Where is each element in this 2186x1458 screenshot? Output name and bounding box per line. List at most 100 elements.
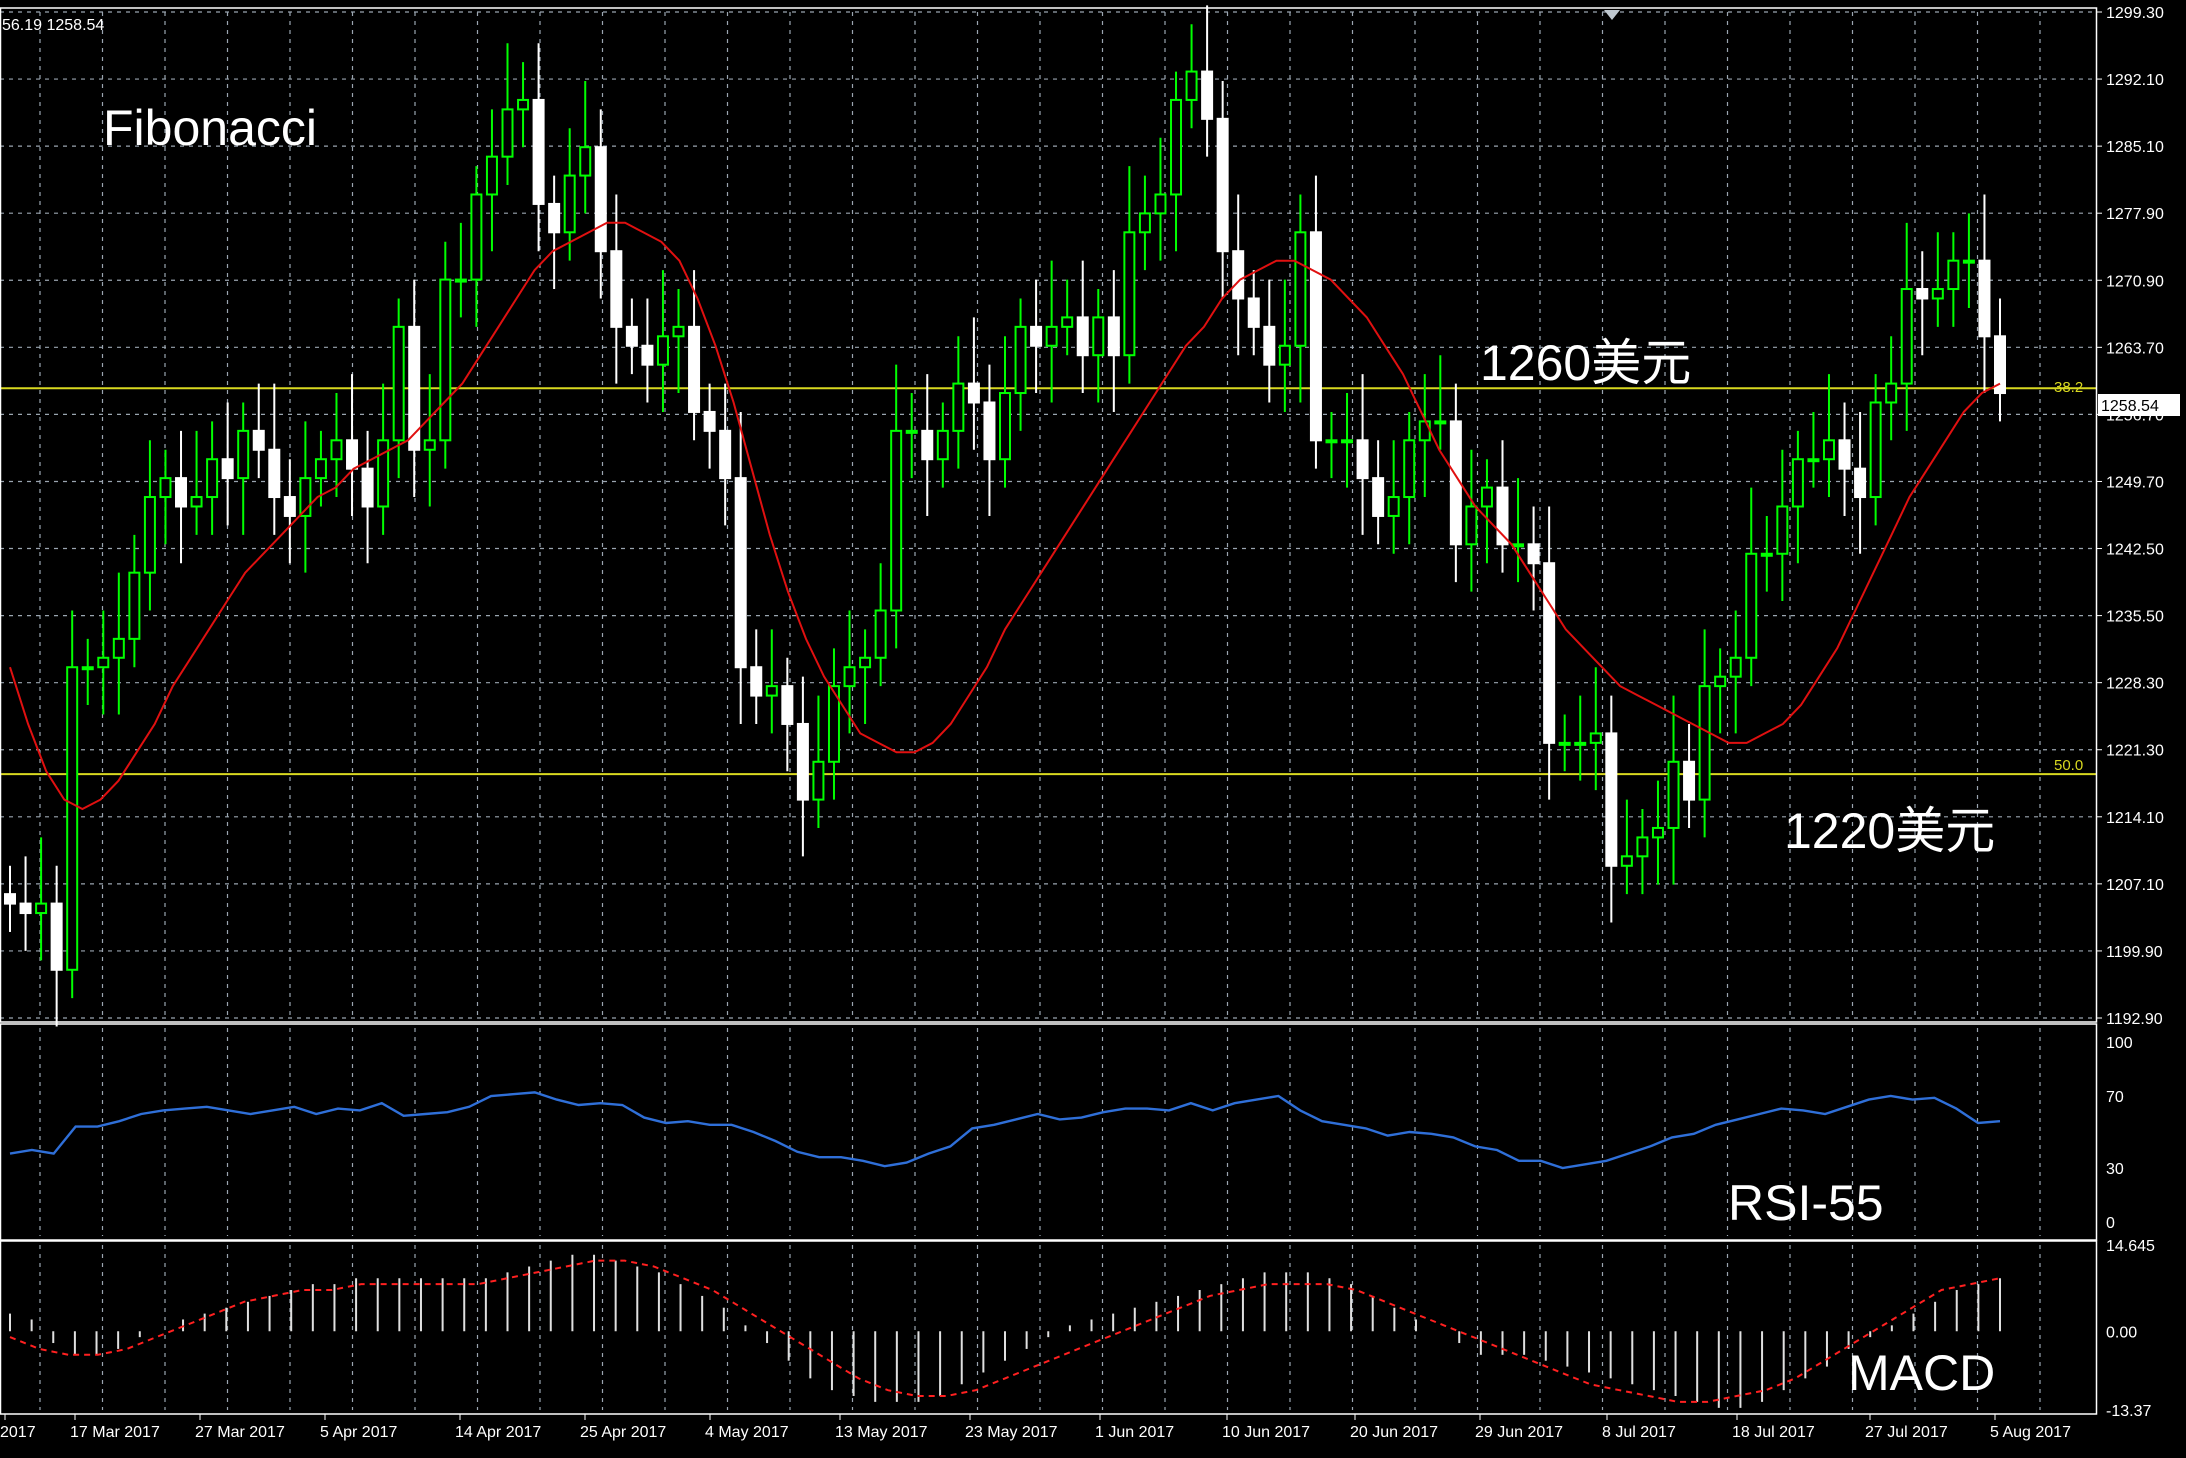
candle-body: [921, 429, 934, 461]
candle-body: [656, 335, 669, 366]
candle-body: [1030, 325, 1043, 347]
candle-body: [874, 609, 887, 659]
date-tick-label: 1 Jun 2017: [1095, 1424, 1174, 1441]
rsi-tick-label: 70: [2106, 1089, 2124, 1106]
candle-body: [19, 902, 32, 915]
candle-body: [66, 666, 79, 971]
candle-body: [1232, 250, 1245, 300]
candle-body: [4, 893, 16, 905]
panel-frame: [0, 1240, 2098, 1415]
price-tick-label: 1207.10: [2106, 877, 2164, 894]
panel-frame: [0, 7, 2098, 1023]
date-tick-label: 5 Apr 2017: [320, 1424, 398, 1441]
candle-body: [579, 146, 592, 177]
candle-body: [1745, 552, 1758, 659]
candle-body: [1263, 325, 1276, 366]
candle-body: [610, 250, 623, 328]
candle-body: [206, 458, 219, 499]
candle-body: [734, 477, 747, 669]
candle-body: [688, 325, 701, 413]
candle-body: [719, 429, 732, 480]
candle-body: [1418, 420, 1431, 442]
macd-histogram: [9, 1254, 2001, 1408]
candle-body: [1309, 231, 1322, 442]
candle-body: [1994, 335, 2006, 395]
candle-body: [1076, 316, 1089, 357]
candle-body: [1294, 231, 1307, 347]
candle-body: [1496, 486, 1509, 546]
date-tick-label: 10 Jun 2017: [1222, 1424, 1310, 1441]
header-ohlc-text: 56.19 1258.54: [2, 17, 104, 34]
candle-body: [1512, 543, 1525, 548]
candle-body: [1605, 732, 1618, 867]
macd-signal-line: [9, 1259, 2001, 1403]
price-tick-label: 1292.10: [2106, 72, 2164, 89]
candle-body: [1869, 401, 1882, 499]
price-tick-label: 1199.90: [2106, 944, 2163, 961]
candle-body: [936, 429, 949, 461]
candle-body: [517, 98, 530, 111]
candle-body: [952, 382, 965, 432]
price-tick-label: 1214.10: [2106, 810, 2164, 827]
candle-body: [1201, 70, 1214, 120]
candle-body: [252, 429, 265, 451]
candle-body: [346, 439, 359, 470]
candle-body: [1247, 297, 1260, 328]
candle-body: [1341, 439, 1354, 444]
candle-body: [1387, 496, 1400, 517]
candle-body: [765, 685, 778, 697]
candle-body: [392, 325, 405, 442]
candle-body: [1356, 439, 1369, 480]
rsi-tick-label: 30: [2106, 1161, 2124, 1178]
candle-body: [1154, 193, 1167, 215]
candle-body: [1107, 316, 1120, 357]
rsi-tick-label: 100: [2106, 1035, 2133, 1052]
candle-body: [408, 325, 421, 451]
candle-body: [454, 278, 467, 283]
candle-body: [1978, 259, 1991, 338]
grid-lines: [0, 11, 2096, 1410]
candle-body: [50, 902, 63, 971]
macd-axis-labels: 14.645 0.00 -13.37: [2106, 1238, 2155, 1420]
candle-body: [672, 325, 685, 338]
level-1220-annotation: 1220美元: [1784, 803, 1995, 859]
candle-body: [439, 278, 452, 442]
candle-body: [128, 571, 141, 640]
candle-body: [781, 685, 794, 725]
candle-body: [1574, 741, 1587, 746]
candle-body: [548, 202, 561, 234]
fibonacci-levels: [0, 387, 2096, 776]
candle-body: [1729, 656, 1742, 678]
date-tick-label: 17 Mar 2017: [70, 1424, 160, 1441]
candle-body: [563, 174, 576, 234]
candle-body: [112, 637, 125, 659]
price-tick-label: 1228.30: [2106, 676, 2164, 693]
candle-body: [190, 496, 203, 508]
candle-body: [1900, 288, 1913, 385]
date-tick-label: 18 Jul 2017: [1732, 1424, 1815, 1441]
candle-body: [485, 155, 498, 196]
date-axis-labels: 2017 17 Mar 2017 27 Mar 2017 5 Apr 2017 14 A…: [0, 1414, 2071, 1441]
price-tick-label: 1285.10: [2106, 139, 2164, 156]
candle-body: [812, 760, 825, 801]
candle-body: [1651, 826, 1664, 839]
candle-body: [470, 193, 483, 281]
macd-label: MACD: [1848, 1345, 1995, 1401]
candle-body: [594, 146, 607, 253]
candle-body: [750, 666, 763, 697]
candle-body: [143, 496, 156, 574]
candle-body: [1185, 70, 1198, 101]
candle-body: [1170, 98, 1183, 196]
candle-body: [1465, 505, 1478, 546]
fib-50-label: 50.0: [2054, 757, 2083, 774]
candle-body: [1372, 477, 1385, 517]
candle-body: [268, 448, 281, 499]
candle-body: [501, 108, 514, 158]
date-tick-label: 20 Jun 2017: [1350, 1424, 1438, 1441]
candle-body: [1045, 325, 1058, 347]
candle-body: [1636, 836, 1649, 858]
candle-body: [1558, 741, 1571, 746]
fibonacci-title: Fibonacci: [103, 100, 317, 156]
candlesticks: [4, 5, 2006, 1027]
rsi-axis-labels: 100 70 30 0: [2106, 1035, 2133, 1232]
